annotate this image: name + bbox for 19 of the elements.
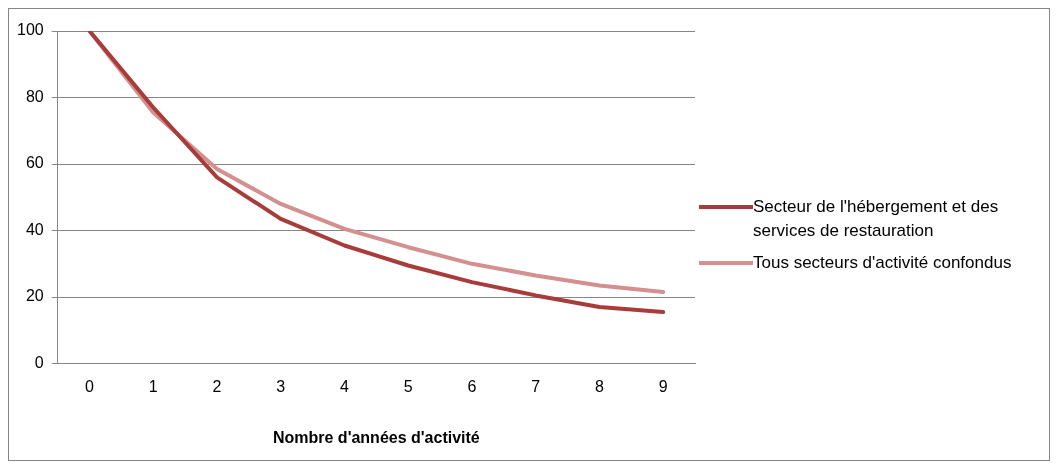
- x-tick-label: 4: [340, 377, 350, 395]
- x-tick-label: 5: [403, 377, 413, 395]
- y-tick-label: 60: [25, 154, 44, 172]
- x-tick-label: 2: [212, 377, 222, 395]
- x-tick-label: 0: [85, 377, 95, 395]
- legend-label: Tous secteurs d'activité confondus: [753, 251, 1012, 274]
- y-tick-label: 20: [25, 287, 44, 305]
- x-axis-title: Nombre d'années d'activité: [272, 428, 480, 446]
- x-tick-label: 8: [594, 377, 604, 395]
- x-tick-label: 7: [531, 377, 541, 395]
- legend-label: Secteur de l'hébergement et des services de restauration: [753, 195, 1000, 242]
- x-tick-label: 6: [467, 377, 477, 395]
- x-tick-label: 1: [148, 377, 158, 395]
- x-tick-label: 3: [276, 377, 286, 395]
- y-tick-label: 0: [34, 354, 44, 372]
- y-tick-label: 80: [25, 87, 44, 105]
- y-tick-label: 40: [25, 220, 44, 238]
- x-tick-label: 9: [658, 377, 668, 395]
- y-tick-label: 100: [16, 21, 44, 39]
